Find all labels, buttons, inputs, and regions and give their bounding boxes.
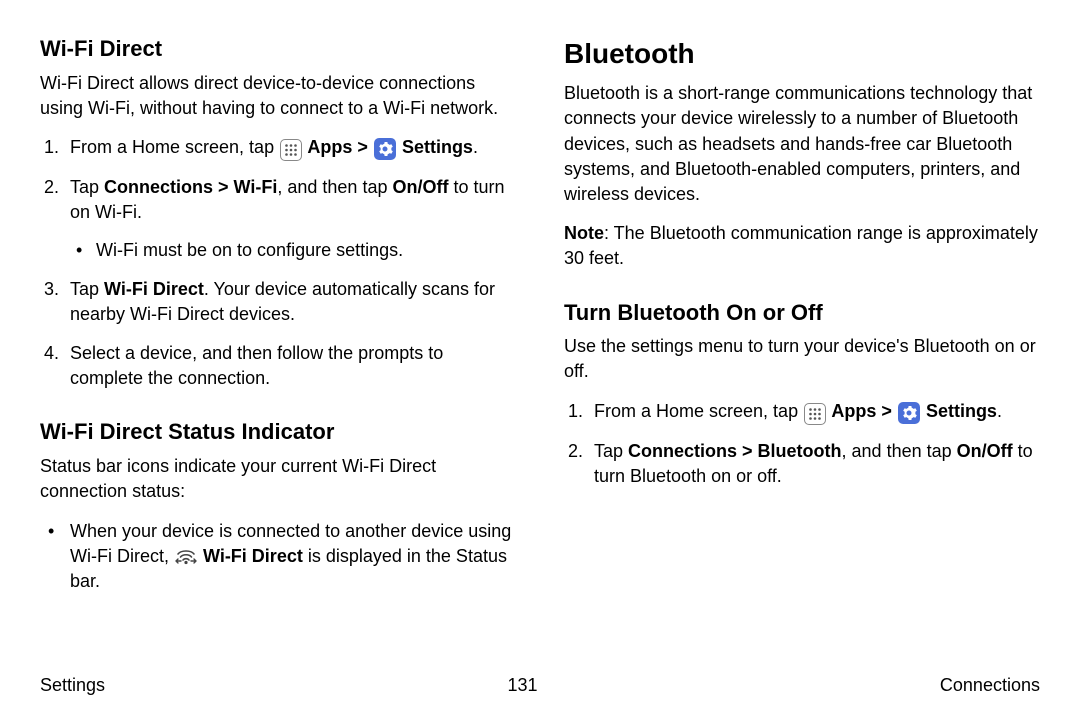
wifi-direct-steps: From a Home screen, tap Apps > Settings.… bbox=[40, 135, 516, 391]
right-column: Bluetooth Bluetooth is a short-range com… bbox=[564, 34, 1040, 606]
footer-right: Connections bbox=[940, 673, 1040, 698]
apps-label: Apps bbox=[827, 401, 876, 421]
wifi-direct-intro: Wi-Fi Direct allows direct device-to-dev… bbox=[40, 71, 516, 121]
step-end: . bbox=[997, 401, 1002, 421]
bluetooth-intro: Bluetooth is a short-range communication… bbox=[564, 81, 1040, 207]
bold-text: Wi-Fi Direct bbox=[198, 546, 303, 566]
turn-bluetooth-heading: Turn Bluetooth On or Off bbox=[564, 298, 1040, 329]
status-bullets: When your device is connected to another… bbox=[40, 519, 516, 595]
wifi-direct-icon bbox=[174, 545, 198, 567]
settings-icon bbox=[374, 138, 396, 160]
apps-label: Apps bbox=[303, 137, 352, 157]
turn-bluetooth-intro: Use the settings menu to turn your devic… bbox=[564, 334, 1040, 384]
step-text: From a Home screen, tap bbox=[594, 401, 803, 421]
bold-text: Connections > Bluetooth bbox=[628, 441, 842, 461]
wifi-direct-heading: Wi-Fi Direct bbox=[40, 34, 516, 65]
step-text: , and then tap bbox=[277, 177, 392, 197]
status-bullet: When your device is connected to another… bbox=[40, 519, 516, 595]
step-end: . bbox=[473, 137, 478, 157]
step-1: From a Home screen, tap Apps > Settings. bbox=[40, 135, 516, 161]
note-label: Note bbox=[564, 223, 604, 243]
settings-icon bbox=[898, 402, 920, 424]
step-4: Select a device, and then follow the pro… bbox=[40, 341, 516, 391]
sub-bullet: Wi-Fi must be on to configure settings. bbox=[70, 238, 516, 263]
separator: > bbox=[876, 401, 897, 421]
apps-icon bbox=[804, 403, 826, 425]
step-text: From a Home screen, tap bbox=[70, 137, 279, 157]
step-text: Tap bbox=[594, 441, 628, 461]
step-3: Tap Wi-Fi Direct. Your device automatica… bbox=[40, 277, 516, 327]
left-column: Wi-Fi Direct Wi-Fi Direct allows direct … bbox=[40, 34, 516, 606]
bold-text: On/Off bbox=[957, 441, 1013, 461]
bluetooth-heading: Bluetooth bbox=[564, 34, 1040, 73]
step-text: Tap bbox=[70, 177, 104, 197]
footer-left: Settings bbox=[40, 673, 105, 698]
bluetooth-note: Note: The Bluetooth communication range … bbox=[564, 221, 1040, 271]
status-indicator-heading: Wi-Fi Direct Status Indicator bbox=[40, 417, 516, 448]
bold-text: On/Off bbox=[392, 177, 448, 197]
separator: > bbox=[352, 137, 373, 157]
step-2: Tap Connections > Wi-Fi, and then tap On… bbox=[40, 175, 516, 263]
status-indicator-intro: Status bar icons indicate your current W… bbox=[40, 454, 516, 504]
bold-text: Wi-Fi Direct bbox=[104, 279, 204, 299]
step-1: From a Home screen, tap Apps > Settings. bbox=[564, 399, 1040, 425]
bluetooth-steps: From a Home screen, tap Apps > Settings.… bbox=[564, 399, 1040, 489]
note-text: : The Bluetooth communication range is a… bbox=[564, 223, 1038, 268]
step-text: Tap bbox=[70, 279, 104, 299]
settings-label: Settings bbox=[397, 137, 473, 157]
bold-text: Connections > Wi-Fi bbox=[104, 177, 277, 197]
settings-label: Settings bbox=[921, 401, 997, 421]
page-footer: Settings 131 Connections bbox=[40, 673, 1040, 698]
step-text: , and then tap bbox=[842, 441, 957, 461]
footer-page-number: 131 bbox=[507, 673, 537, 698]
apps-icon bbox=[280, 139, 302, 161]
step-2: Tap Connections > Bluetooth, and then ta… bbox=[564, 439, 1040, 489]
